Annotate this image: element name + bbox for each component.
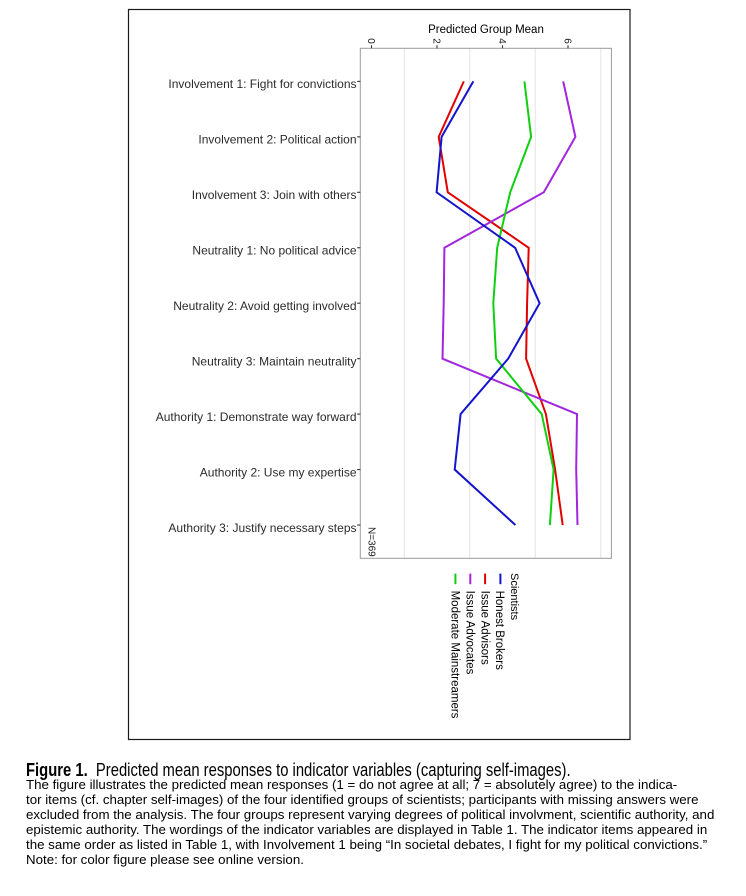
svg-text:Issue Advisors: Issue Advisors xyxy=(478,591,490,665)
svg-text:6: 6 xyxy=(562,38,573,44)
svg-text:4: 4 xyxy=(496,38,507,44)
svg-text:0: 0 xyxy=(365,38,376,44)
svg-text:Moderate Mainstreamers: Moderate Mainstreamers xyxy=(449,591,461,719)
svg-text:Involvement 2: Political actio: Involvement 2: Political action xyxy=(198,133,356,147)
svg-text:Authority 2: Use my expertise: Authority 2: Use my expertise xyxy=(200,465,357,479)
svg-text:Issue Advocates: Issue Advocates xyxy=(464,591,476,675)
svg-text:Neutrality 2: Avoid getting in: Neutrality 2: Avoid getting involved xyxy=(173,299,356,313)
svg-text:Authority 1: Demonstrate way f: Authority 1: Demonstrate way forward xyxy=(156,410,357,424)
svg-text:Neutrality 3: Maintain neutral: Neutrality 3: Maintain neutrality xyxy=(192,354,357,368)
svg-text:Scientists: Scientists xyxy=(508,573,520,621)
svg-text:2: 2 xyxy=(431,38,442,44)
svg-text:Predicted Group Mean: Predicted Group Mean xyxy=(428,24,544,36)
svg-text:Honest Brokers: Honest Brokers xyxy=(493,591,505,671)
svg-text:Authority 3: Justify necessary: Authority 3: Justify necessary steps xyxy=(168,521,356,535)
svg-text:Involvement 1: Fight for convi: Involvement 1: Fight for convictions xyxy=(168,77,356,91)
svg-text:Neutrality 1: No political adv: Neutrality 1: No political advice xyxy=(192,244,356,258)
svg-text:N=369: N=369 xyxy=(366,527,377,557)
svg-text:Involvement 3: Join with other: Involvement 3: Join with others xyxy=(192,188,357,202)
